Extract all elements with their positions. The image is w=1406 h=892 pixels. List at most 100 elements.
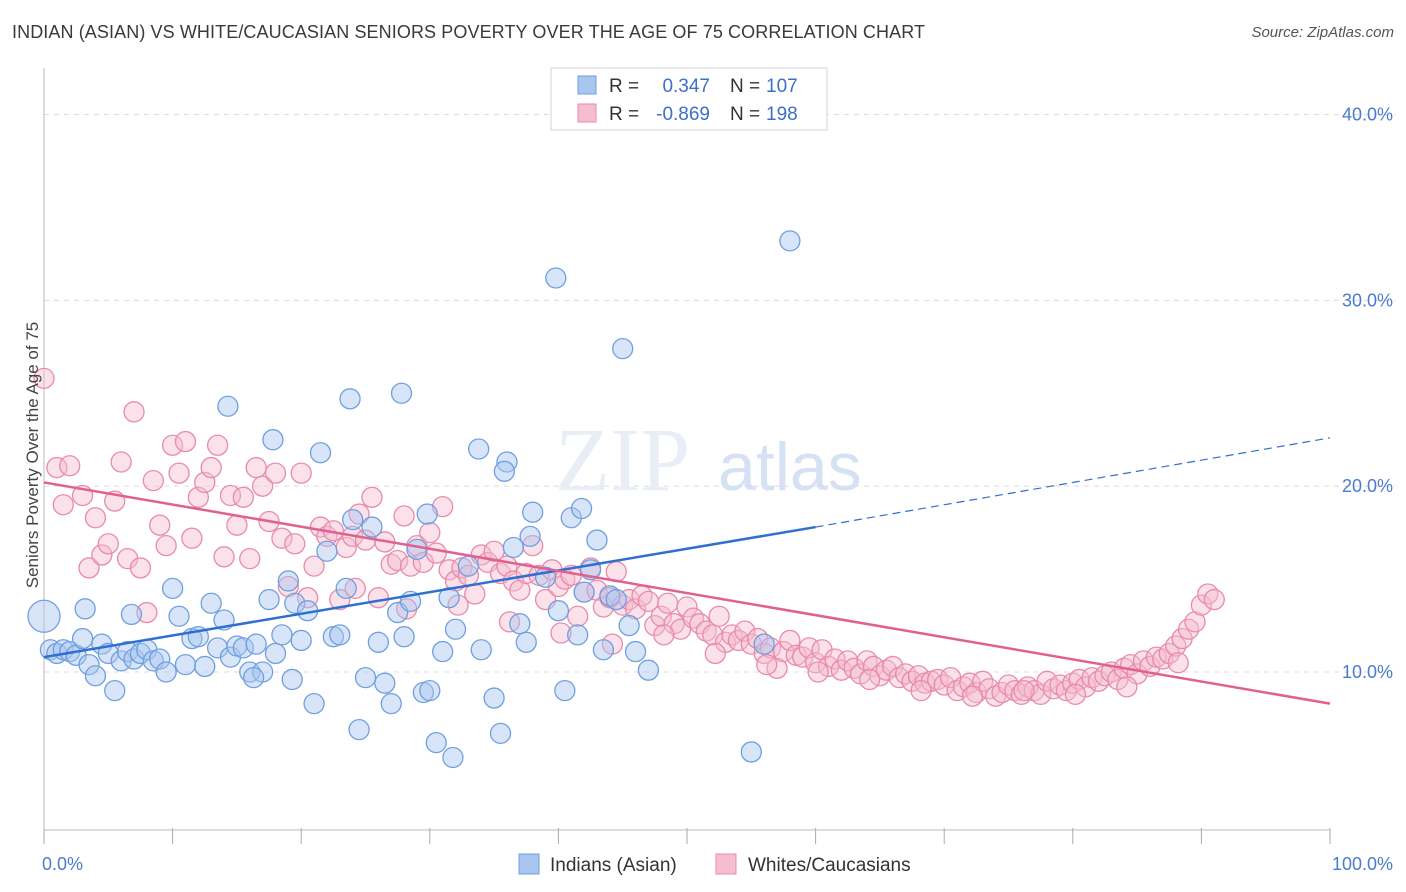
whites-point-185 [550,622,572,644]
indians-point-7 [78,653,100,676]
whites-point-193 [961,685,984,707]
whites-point-94 [650,605,672,627]
indians-point-54 [393,626,415,648]
indians-point-35 [264,642,287,665]
bottom-legend-indians: Indians (Asian) [550,855,677,876]
whites-point-31 [245,456,267,479]
whites-point-2 [52,494,74,516]
indians-point-19 [155,661,177,683]
whites-point-101 [695,620,717,642]
whites-point-19 [168,462,190,484]
indians-point-44 [329,624,351,646]
whites-point-188 [704,642,726,665]
indians-point-68 [502,536,525,559]
indians-point-48 [354,666,377,689]
indians-point-64 [470,639,492,661]
whites-point-35 [271,527,293,549]
indians-point-63 [457,555,480,577]
whites-point-197 [1167,652,1189,674]
series-legend: Indians (Asian) Whites/Caucasians [518,853,911,876]
whites-point-47 [348,503,370,525]
indians-point-77 [586,529,608,551]
legend-n-value-2: 198 [766,104,798,125]
legend-swatch-indians [577,75,597,95]
indians-point-25 [200,592,222,614]
indians-point-45 [335,577,357,600]
indians-point-47 [348,718,370,741]
whites-point-55 [399,555,422,577]
trend-line-indians-extension [815,437,1331,528]
indians-point-90 [217,395,239,417]
x-tick-labels: 0.0% 100.0% [42,854,1393,874]
indians-point-18 [149,648,171,670]
whites-point-151 [1017,676,1039,698]
watermark-atlas: atlas [718,429,862,505]
whites-point-105 [721,624,743,646]
indians-point-38 [284,592,306,614]
whites-point-36 [277,575,299,598]
indians-point-106 [242,666,265,689]
indians-point-82 [753,633,775,655]
indians-point-96 [416,503,438,525]
whites-point-40 [303,555,325,577]
indians-point-62 [444,618,467,640]
whites-point-196 [1116,676,1138,698]
whites-point-53 [386,549,409,572]
legend-r-label-2: R = [609,104,639,125]
whites-point-13 [129,557,152,579]
whites-point-183 [447,594,469,616]
whites-point-180 [1203,588,1225,611]
legend-r-value-1: 0.347 [662,76,710,97]
whites-point-81 [567,605,589,627]
indians-point-46 [341,508,364,531]
whites-point-44 [329,588,351,611]
whites-point-21 [181,527,203,549]
indians-point-71 [522,501,544,523]
axes [43,68,1331,844]
y-tick-label-1: 20.0% [1342,476,1393,496]
whites-point-187 [653,624,675,646]
whites-point-34 [264,462,287,484]
whites-point-190 [807,661,829,683]
whites-point-16 [149,514,171,536]
whites-point-181 [344,577,366,600]
whites-point-7 [91,544,113,566]
indians-point-74 [554,679,576,702]
indians-point-104 [618,614,640,637]
chart-title: INDIAN (ASIAN) VS WHITE/CAUCASIAN SENIOR… [12,22,926,42]
whites-point-17 [155,534,177,557]
x-tick-label-1: 100.0% [1332,854,1393,874]
indians-point-58 [419,679,441,702]
whites-point-5 [78,557,100,579]
whites-point-0 [33,367,55,390]
indians-point-24 [194,655,216,678]
whites-point-58 [419,521,441,544]
whites-point-15 [142,469,164,492]
whites-point-90 [624,598,647,620]
whites-point-113 [772,640,795,663]
indians-point-6 [71,627,94,650]
trend-lines [43,437,1331,705]
whites-point-130 [882,655,904,678]
indians-point-102 [570,497,593,520]
indians-point-8 [84,665,107,687]
whites-point-38 [290,462,312,484]
whites-point-49 [361,486,383,508]
indians-point-101 [545,267,567,289]
indians-point-36 [271,624,293,646]
indians-point-80 [624,640,647,663]
bottom-legend-swatch-indians [518,853,540,875]
whites-point-179 [1197,583,1219,605]
whites-point-30 [239,548,261,570]
correlation-legend: R = 0.347 N = 107 R = -0.869 N = 198 [550,67,828,131]
whites-point-28 [226,514,248,536]
indians-point-88 [120,603,143,626]
indians-point-59 [425,731,447,754]
indians-point-21 [174,653,197,676]
grid-lines [44,113,1395,673]
indians-point-93 [309,442,332,464]
indians-point-15 [129,642,152,665]
watermark-zip: ZIP [555,411,690,510]
indians-point-79 [612,337,634,360]
indians-point-94 [339,388,361,410]
